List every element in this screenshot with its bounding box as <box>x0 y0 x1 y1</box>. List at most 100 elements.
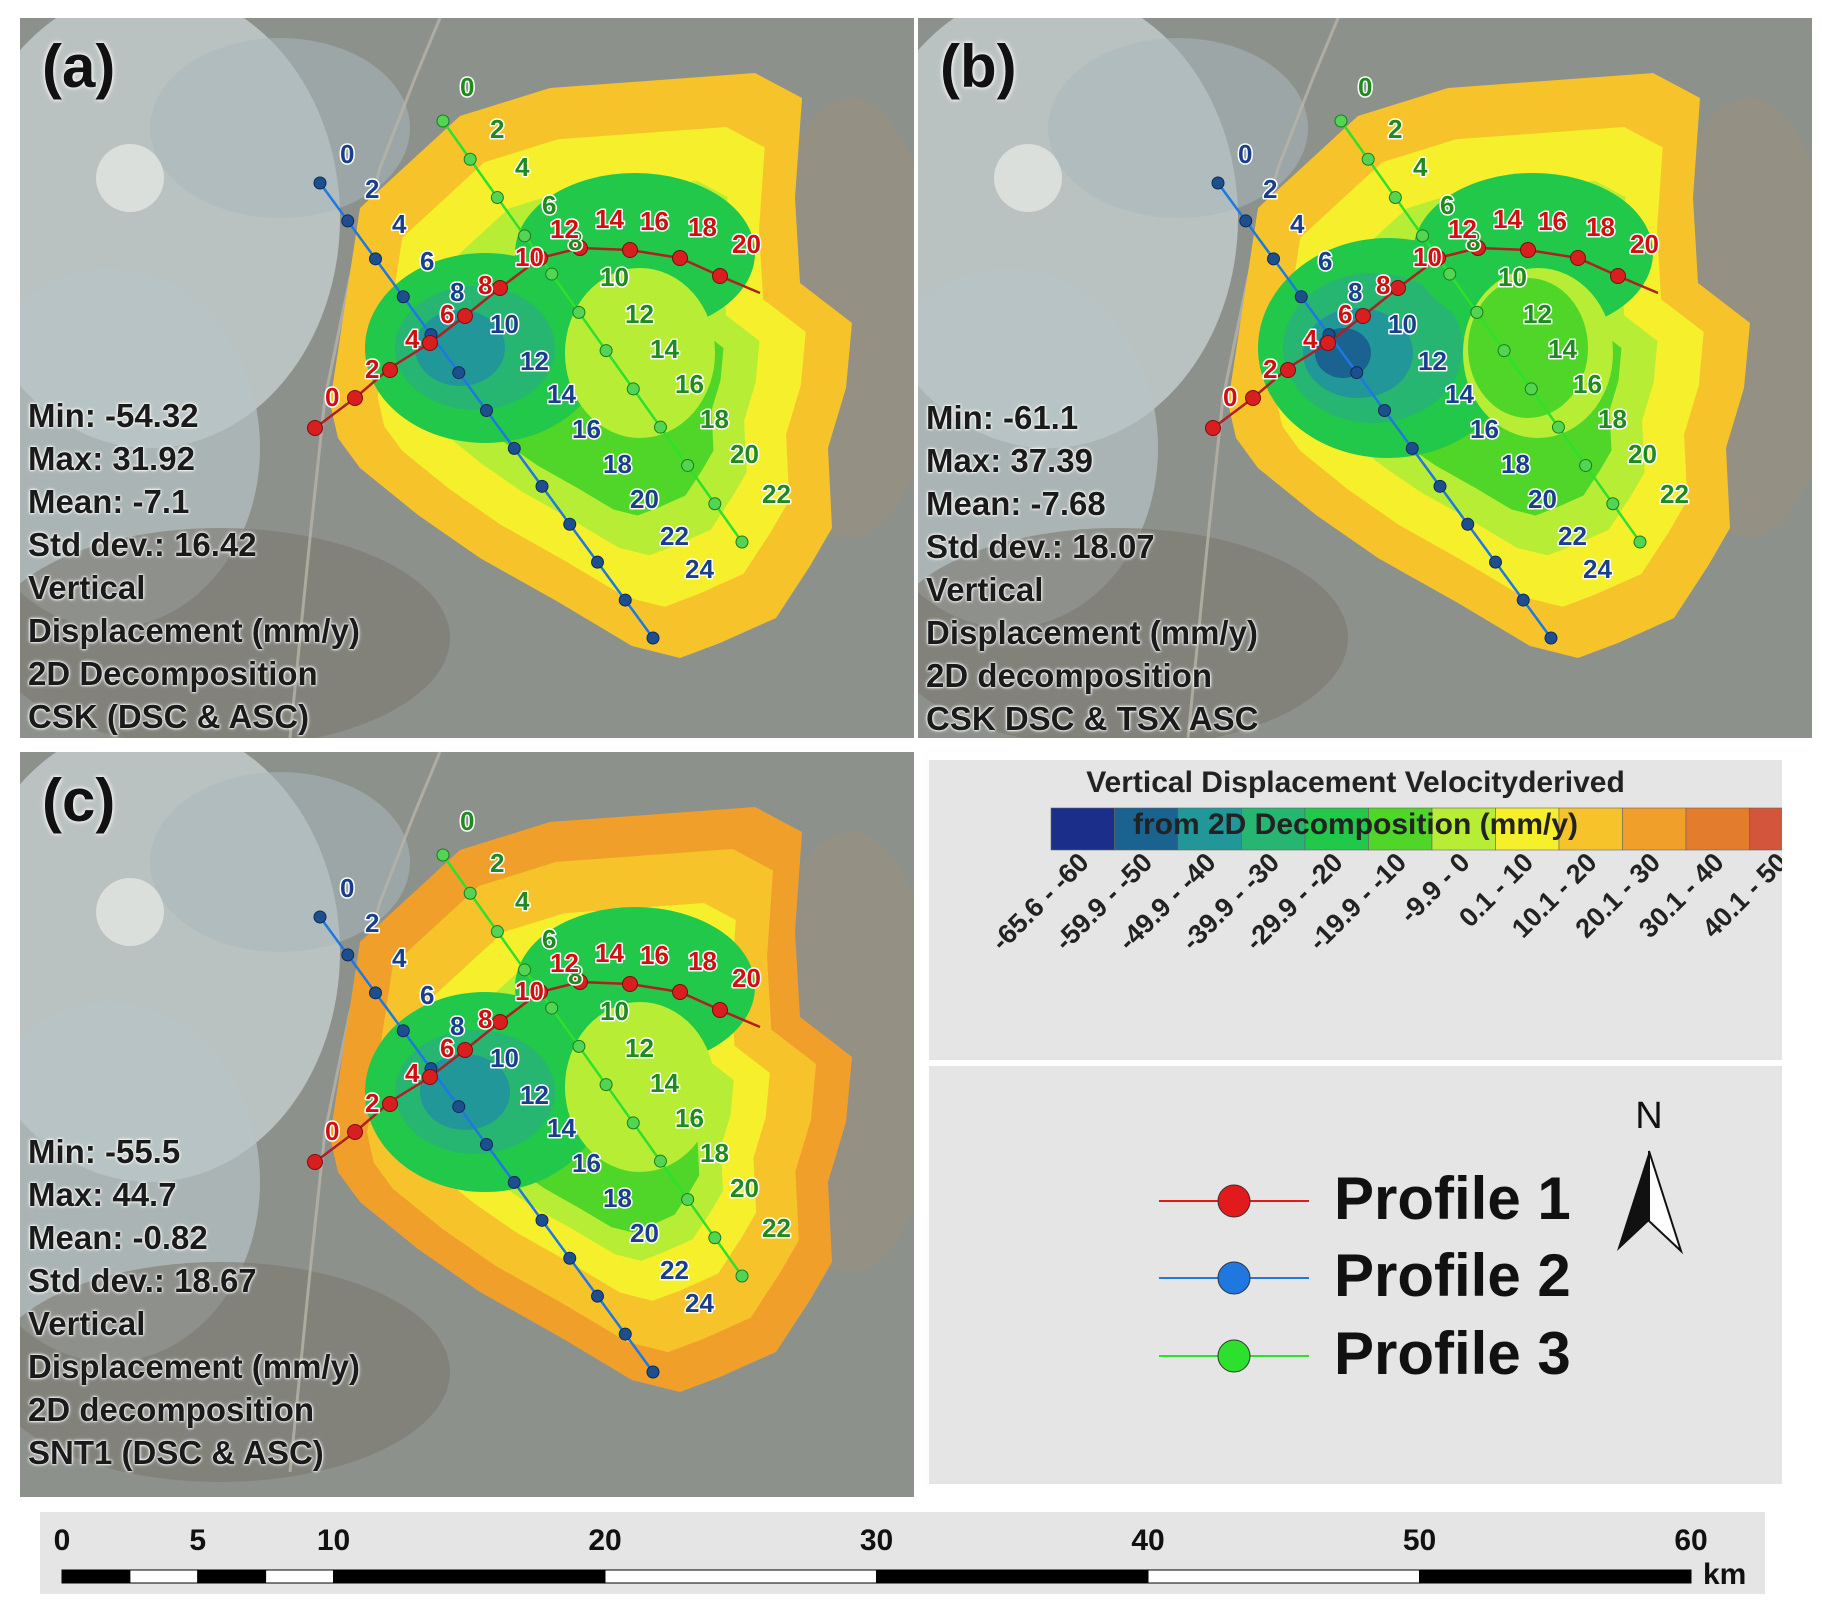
profile-3-tick-label: 10 <box>600 262 629 292</box>
profile-1-point <box>422 1069 438 1085</box>
profile-1-point <box>1430 250 1446 266</box>
profile-2-tick-label: 6 <box>420 980 434 1010</box>
profile-3-tick-label: 20 <box>1628 439 1657 469</box>
profile-2-tick-label: 24 <box>685 1288 714 1318</box>
profile-1-tick-label: 12 <box>1448 214 1477 244</box>
stat-std-a: Std dev.: 16.42 <box>28 526 257 563</box>
basemap-cloud-3 <box>150 772 410 952</box>
legend-profile-marker <box>1217 1339 1251 1373</box>
profile-3-point <box>681 458 695 472</box>
profile-3-tick-label: 4 <box>515 886 530 916</box>
east-lobe-inner <box>565 268 715 438</box>
stat-min-b: Min: -61.1 <box>926 399 1079 436</box>
colorbar-swatch <box>1495 807 1560 851</box>
profile-2-tick-label: 12 <box>520 346 549 376</box>
profile-1-point <box>672 250 688 266</box>
profile-1-point <box>457 308 473 324</box>
stat-mean-c: Mean: -0.82 <box>28 1219 208 1256</box>
profile-3-point <box>1361 152 1375 166</box>
profile-1-tick-label: 16 <box>1538 206 1567 236</box>
profile-2-point <box>1294 290 1308 304</box>
legend-profile-label: Profile 3 <box>1334 1320 1571 1387</box>
profile-2-tick-label: 6 <box>1318 246 1332 276</box>
west-lobe-2 <box>420 1054 510 1130</box>
profile-3-tick-label: 6 <box>542 190 556 220</box>
profile-1-point <box>622 242 638 258</box>
profile-3-line <box>441 854 744 1277</box>
colorbar-title-line1: Vertical Displacement Velocityderived <box>1086 766 1625 799</box>
profile-3-point <box>708 497 722 511</box>
stat-desc4-c: SNT1 (DSC & ASC) <box>28 1434 324 1471</box>
profile-2-point <box>396 290 410 304</box>
profile-1-points <box>1205 240 1626 436</box>
scale-bar-label: 40 <box>1131 1524 1164 1557</box>
profile-3-tick-label: 18 <box>1598 404 1627 434</box>
profile-2-tick-label: 18 <box>1501 449 1530 479</box>
profile-1-tick-label: 16 <box>640 206 669 236</box>
profile-1-tick-label: 20 <box>1630 229 1659 259</box>
scale-bar-segment <box>1419 1569 1692 1584</box>
profile-1-points <box>307 974 728 1170</box>
colorbar-swatch <box>1241 807 1306 851</box>
profile-1-tick-label: 10 <box>1413 242 1442 272</box>
stat-desc1-c: Vertical <box>28 1305 146 1342</box>
basemap-terrain-south <box>20 1262 450 1482</box>
profile-3-tick-label: 4 <box>1413 152 1428 182</box>
profile-2-point <box>507 1175 521 1189</box>
colorbar-swatch <box>1304 807 1369 851</box>
basemap-terrain-south <box>20 528 450 738</box>
profile-2-tick-label: 10 <box>1388 309 1417 339</box>
profile-2-point <box>1239 214 1253 228</box>
profile-1-point <box>307 420 323 436</box>
profile-2-tick-label: 20 <box>630 484 659 514</box>
profile-3-point <box>1334 114 1348 128</box>
colorbar-swatch <box>1114 807 1179 851</box>
profile-3-point <box>463 886 477 900</box>
stat-desc2-c: Displacement (mm/y) <box>28 1348 360 1385</box>
profile-3-point <box>599 1078 613 1092</box>
panel-label-b: (b) <box>940 33 1017 100</box>
profile-2-point <box>452 1100 466 1114</box>
profile-legend: Profile 1 Profile 2 Profile 3 N <box>929 1066 1782 1484</box>
stat-max-c: Max: 44.7 <box>28 1176 177 1213</box>
profile-3-tick-label: 18 <box>700 404 729 434</box>
profile-2-point <box>563 517 577 531</box>
profile-2-tick-label: 10 <box>490 309 519 339</box>
profile-3-tick-label: 12 <box>625 299 654 329</box>
profile-1-point <box>347 390 363 406</box>
profile-3-point <box>681 1192 695 1206</box>
profile-3-points <box>1334 114 1647 549</box>
profile-3-point <box>735 1269 749 1283</box>
profile-1-tick-label: 4 <box>405 324 420 354</box>
scale-bar-unit: km <box>1703 1558 1746 1591</box>
profile-2-tick-label: 8 <box>450 1011 464 1041</box>
profile-2-tick-label: 16 <box>1470 414 1499 444</box>
profile-1-point <box>672 984 688 1000</box>
profile-2-point <box>480 404 493 417</box>
basemap-crater <box>96 878 164 946</box>
profile-1-tick-label: 18 <box>688 212 717 242</box>
profile-2-point <box>1211 176 1225 190</box>
profile-2-tick-label: 22 <box>660 521 689 551</box>
profile-2-point <box>618 1327 632 1341</box>
profile-2-point <box>1378 404 1391 417</box>
profile-3-tick-label: 12 <box>625 1033 654 1063</box>
profile-2-tick-label: 24 <box>685 554 714 584</box>
profile-3-tick-label: 22 <box>762 479 791 509</box>
colorbar-canvas: -65.6 - -60-59.9 - -50-49.9 - -40-39.9 -… <box>985 807 1814 956</box>
map-canvas-b: 0246810121416182022240246810121416182022… <box>918 18 1812 738</box>
profile-2-point <box>507 441 521 455</box>
profile-3-tick-label: 8 <box>568 226 582 256</box>
profile-1-tick-label: 14 <box>1493 204 1522 234</box>
scale-bar-segment <box>876 1569 1149 1584</box>
profile-1-tick-label: 0 <box>1223 382 1237 412</box>
profile-1-tick-label: 18 <box>1586 212 1615 242</box>
profile-3-tick-label: 12 <box>1523 299 1552 329</box>
profile-3-points <box>436 848 749 1283</box>
profile-3-point <box>436 114 450 128</box>
profile-2-point <box>1516 593 1530 607</box>
profile-3-point <box>545 1001 559 1015</box>
profile-3-point <box>1470 305 1484 319</box>
